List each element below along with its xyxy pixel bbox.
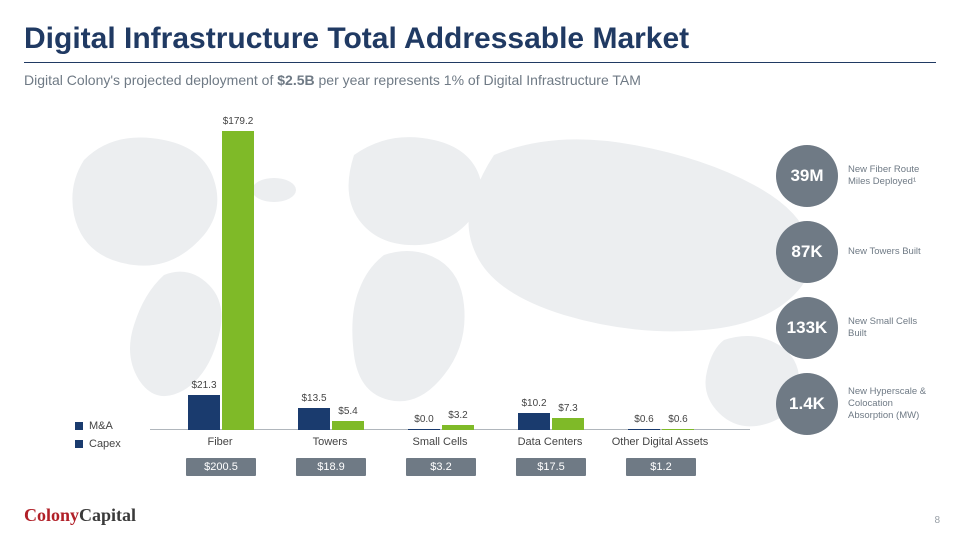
total-chip: $3.2: [406, 458, 476, 476]
bar-value-capex: $5.4: [332, 406, 364, 417]
bar-group: $10.2$7.3: [500, 130, 610, 430]
bar-value-capex: $0.6: [662, 414, 694, 425]
bar-value-ma: $10.2: [518, 398, 550, 409]
stat-item: 1.4K New Hyperscale & Colocation Absorpti…: [776, 373, 946, 435]
logo-part1: Colony: [24, 505, 79, 525]
tam-bar-chart: $21.3$179.2$13.5$5.4$0.0$3.2$10.2$7.3$0.…: [150, 130, 750, 430]
total-chip: $1.2: [626, 458, 696, 476]
page-number: 8: [934, 515, 940, 526]
bar-value-capex: $7.3: [552, 403, 584, 414]
bar-value-capex: $3.2: [442, 410, 474, 421]
legend-item-ma: M&A: [75, 420, 121, 432]
subtitle-pre: Digital Colony's projected deployment of: [24, 72, 277, 88]
stat-item: 87K New Towers Built: [776, 221, 946, 283]
subtitle-post: per year represents 1% of Digital Infras…: [315, 72, 641, 88]
bar-group: $0.0$3.2: [390, 130, 500, 430]
stat-item: 133K New Small Cells Built: [776, 297, 946, 359]
page-title: Digital Infrastructure Total Addressable…: [24, 22, 689, 56]
stat-value: 39M: [776, 145, 838, 207]
stat-value: 87K: [776, 221, 838, 283]
legend-item-capex: Capex: [75, 438, 121, 450]
bar-value-ma: $21.3: [188, 380, 220, 391]
logo: ColonyCapital: [24, 505, 136, 526]
total-chip: $17.5: [516, 458, 586, 476]
bar-ma: [188, 395, 220, 431]
category-label: Small Cells: [385, 436, 495, 448]
stat-item: 39M New Fiber Route Miles Deployed¹: [776, 145, 946, 207]
bar-ma: [518, 413, 550, 430]
logo-part2: Capital: [79, 505, 136, 525]
legend-swatch-ma: [75, 422, 83, 430]
total-chip: $200.5: [186, 458, 256, 476]
category-label: Other Digital Assets: [605, 436, 715, 448]
bar-value-capex: $179.2: [222, 116, 254, 127]
x-axis-labels: Fiber $200.5 Towers $18.9 Small Cells $3.2 Dat…: [150, 430, 750, 480]
total-chip: $18.9: [296, 458, 366, 476]
bar-group: $13.5$5.4: [280, 130, 390, 430]
legend-label-ma: M&A: [89, 420, 113, 432]
stat-label: New Small Cells Built: [848, 316, 938, 340]
category-label: Data Centers: [495, 436, 605, 448]
stat-label: New Hyperscale & Colocation Absorption (…: [848, 386, 938, 422]
bar-capex: [552, 418, 584, 430]
bar-group: $21.3$179.2: [170, 130, 280, 430]
stat-value: 1.4K: [776, 373, 838, 435]
bar-group: $0.6$0.6: [610, 130, 720, 430]
bar-capex: [222, 131, 254, 430]
stat-label: New Towers Built: [848, 246, 921, 258]
stat-circles: 39M New Fiber Route Miles Deployed¹ 87K New…: [776, 145, 946, 449]
legend: M&A Capex: [75, 420, 121, 456]
legend-label-capex: Capex: [89, 438, 121, 450]
bar-ma: [298, 408, 330, 431]
stat-label: New Fiber Route Miles Deployed¹: [848, 164, 938, 188]
bar-value-ma: $13.5: [298, 393, 330, 404]
category-label: Fiber: [165, 436, 275, 448]
stat-value: 133K: [776, 297, 838, 359]
bar-value-ma: $0.6: [628, 414, 660, 425]
title-rule: [24, 62, 936, 63]
subtitle-bold: $2.5B: [277, 72, 314, 88]
category-label: Towers: [275, 436, 385, 448]
bar-capex: [332, 421, 364, 430]
subtitle: Digital Colony's projected deployment of…: [24, 72, 641, 88]
legend-swatch-capex: [75, 440, 83, 448]
bar-value-ma: $0.0: [408, 414, 440, 425]
